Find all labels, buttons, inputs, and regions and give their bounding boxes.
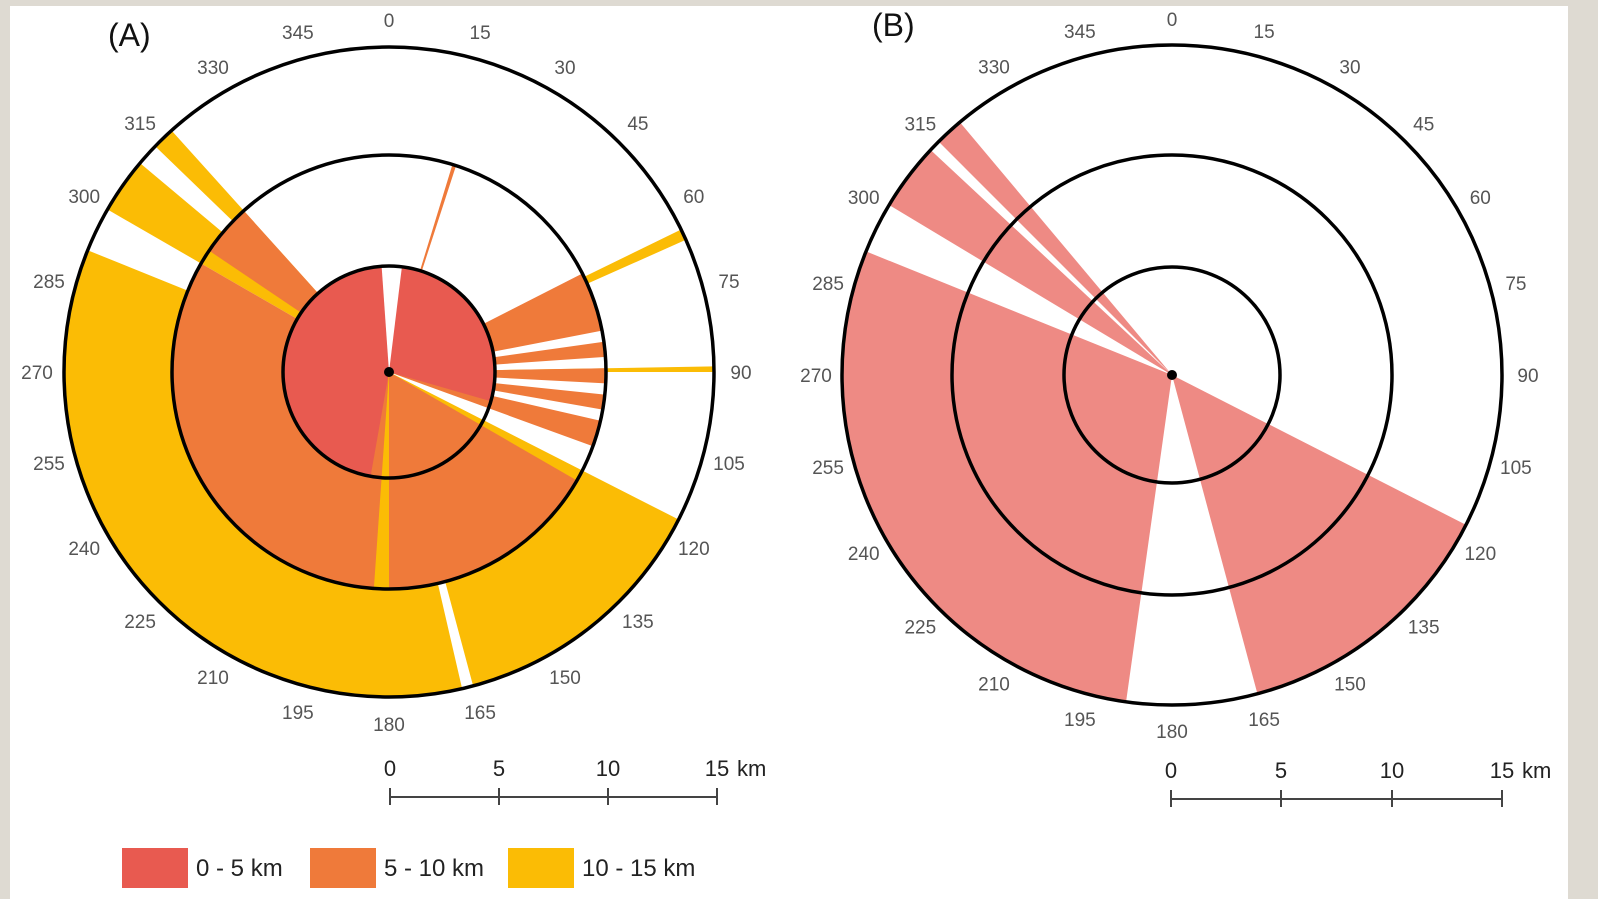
sector-0-5-km [389,266,495,402]
scale-a-tick-10: 10 [596,756,620,781]
panel-a-bearing-315: 315 [124,114,156,135]
panel-a-bearing-330: 330 [197,58,229,79]
panel-a-bearing-285: 285 [33,272,65,293]
panel-a-bearing-0: 0 [384,11,395,32]
panel-a-bearing-225: 225 [124,612,156,633]
panel-b-bearing-240: 240 [848,544,880,565]
legend-swatch-10-15 [508,848,574,888]
panel-b-bearing-90: 90 [1517,366,1538,387]
panel-b-ring-15km [840,43,1504,707]
scale-a-tick-15: 15 [705,756,729,781]
sector-panel-b [842,251,1172,702]
scale-bar-a: 0 5 10 15 km [384,756,766,805]
panel-b-bearing-255: 255 [812,458,844,479]
sector-0-5-km [283,266,389,477]
panel-a-bearing-105: 105 [713,454,745,475]
panel-a-bearing-195: 195 [282,703,314,724]
panel-a-center-point [384,367,394,377]
legend-label-10-15: 10 - 15 km [582,855,695,882]
sector-panel-b [938,122,1172,376]
scale-b-tick-10: 10 [1380,758,1404,783]
panel-b-bearing-15: 15 [1254,22,1275,43]
panel-b-bearing-135: 135 [1408,618,1440,639]
panel-b-bearing-60: 60 [1470,188,1491,209]
panel-a-bearing-45: 45 [627,114,648,135]
scale-a-tick-5: 5 [493,756,505,781]
panel-b-sectors [842,122,1467,702]
panel-b-label: (B) [872,7,915,43]
sector-5-10-km [389,372,601,447]
panel-a-bearing-labels: 0 15 30 45 60 75 90 105 120 135 150 165 180 195 210 225… [21,11,751,736]
panel-a-bearing-345: 345 [282,23,314,44]
panel-b-bearing-75: 75 [1505,274,1526,295]
panel-a-label: (A) [108,17,151,53]
panel-b-bearing-195: 195 [1064,710,1096,731]
panel-a-bearing-120: 120 [678,539,710,560]
panel-a-sectors-0-5 [283,266,495,477]
panel-a-bearing-150: 150 [549,668,581,689]
scale-b-tick-0: 0 [1165,758,1177,783]
panel-a: (A) 0 15 30 45 60 75 90 105 120 135 150 165 180 195 21… [21,11,751,736]
panel-b-bearing-30: 30 [1339,58,1360,79]
panel-b-bearing-300: 300 [848,188,880,209]
panel-b-bearing-270: 270 [800,366,832,387]
panel-a-ring-5km [281,264,497,480]
panel-b-bearing-330: 330 [978,58,1010,79]
panel-b: (B) 0 15 30 45 60 75 90 105 120 135 150 165 180 195 21… [800,7,1538,743]
sector-panel-b [889,149,1172,375]
panel-b-bearing-315: 315 [904,114,936,135]
figure-canvas: (A) 0 15 30 45 60 75 90 105 120 135 150 165 180 195 21… [10,6,1568,899]
radial-range-figure: (A) 015304560759010512013515016518019521… [21,7,1551,888]
panel-a-bearing-255: 255 [33,454,65,475]
panel-b-bearing-labels: 0 15 30 45 60 75 90 105 120 135 150 165 180 195 210 225… [800,10,1538,743]
scale-b-tick-5: 5 [1275,758,1287,783]
panel-a-bearing-135: 135 [622,612,654,633]
legend-label-0-5: 0 - 5 km [196,855,283,882]
panel-b-bearing-120: 120 [1464,544,1496,565]
panel-a-bearing-60: 60 [683,187,704,208]
legend-swatch-0-5 [122,848,188,888]
panel-b-bearing-105: 105 [1500,458,1532,479]
legend-swatch-5-10 [310,848,376,888]
panel-a-bearing-240: 240 [68,539,100,560]
sector-panel-b [1172,375,1467,694]
panel-a-bearing-165: 165 [464,703,496,724]
panel-b-ring-10km [950,153,1394,597]
panel-b-ring-5km [1062,265,1282,485]
panel-b-bearing-165: 165 [1248,710,1280,731]
panel-a-ring-10km [170,153,608,591]
scale-b-unit: km [1522,758,1551,783]
panel-a-ring-15km [62,45,716,699]
panel-b-bearing-150: 150 [1334,674,1366,695]
panel-b-center-point [1167,370,1177,380]
panel-a-bearing-180: 180 [373,715,405,736]
scale-a-unit: km [737,756,766,781]
panel-a-bearing-90: 90 [730,363,751,384]
panel-b-bearing-0: 0 [1167,10,1178,31]
scale-b-tick-15: 15 [1490,758,1514,783]
panel-a-bearing-15: 15 [470,23,491,44]
scale-bar-b: 0 5 10 15 km [1165,758,1551,807]
panel-a-bearing-210: 210 [197,668,229,689]
panel-a-bearing-30: 30 [554,58,575,79]
legend-label-5-10: 5 - 10 km [384,855,484,882]
panel-b-bearing-345: 345 [1064,22,1096,43]
panel-a-bearing-270: 270 [21,363,53,384]
panel-b-bearing-285: 285 [812,274,844,295]
legend: 0 - 5 km 5 - 10 km 10 - 15 km [122,848,695,888]
panel-a-bearing-75: 75 [718,272,739,293]
panel-b-bearing-225: 225 [904,618,936,639]
panel-b-bearing-45: 45 [1413,114,1434,135]
panel-a-bearing-300: 300 [68,187,100,208]
panel-b-bearing-180: 180 [1156,722,1188,743]
panel-b-bearing-210: 210 [978,674,1010,695]
scale-a-tick-0: 0 [384,756,396,781]
